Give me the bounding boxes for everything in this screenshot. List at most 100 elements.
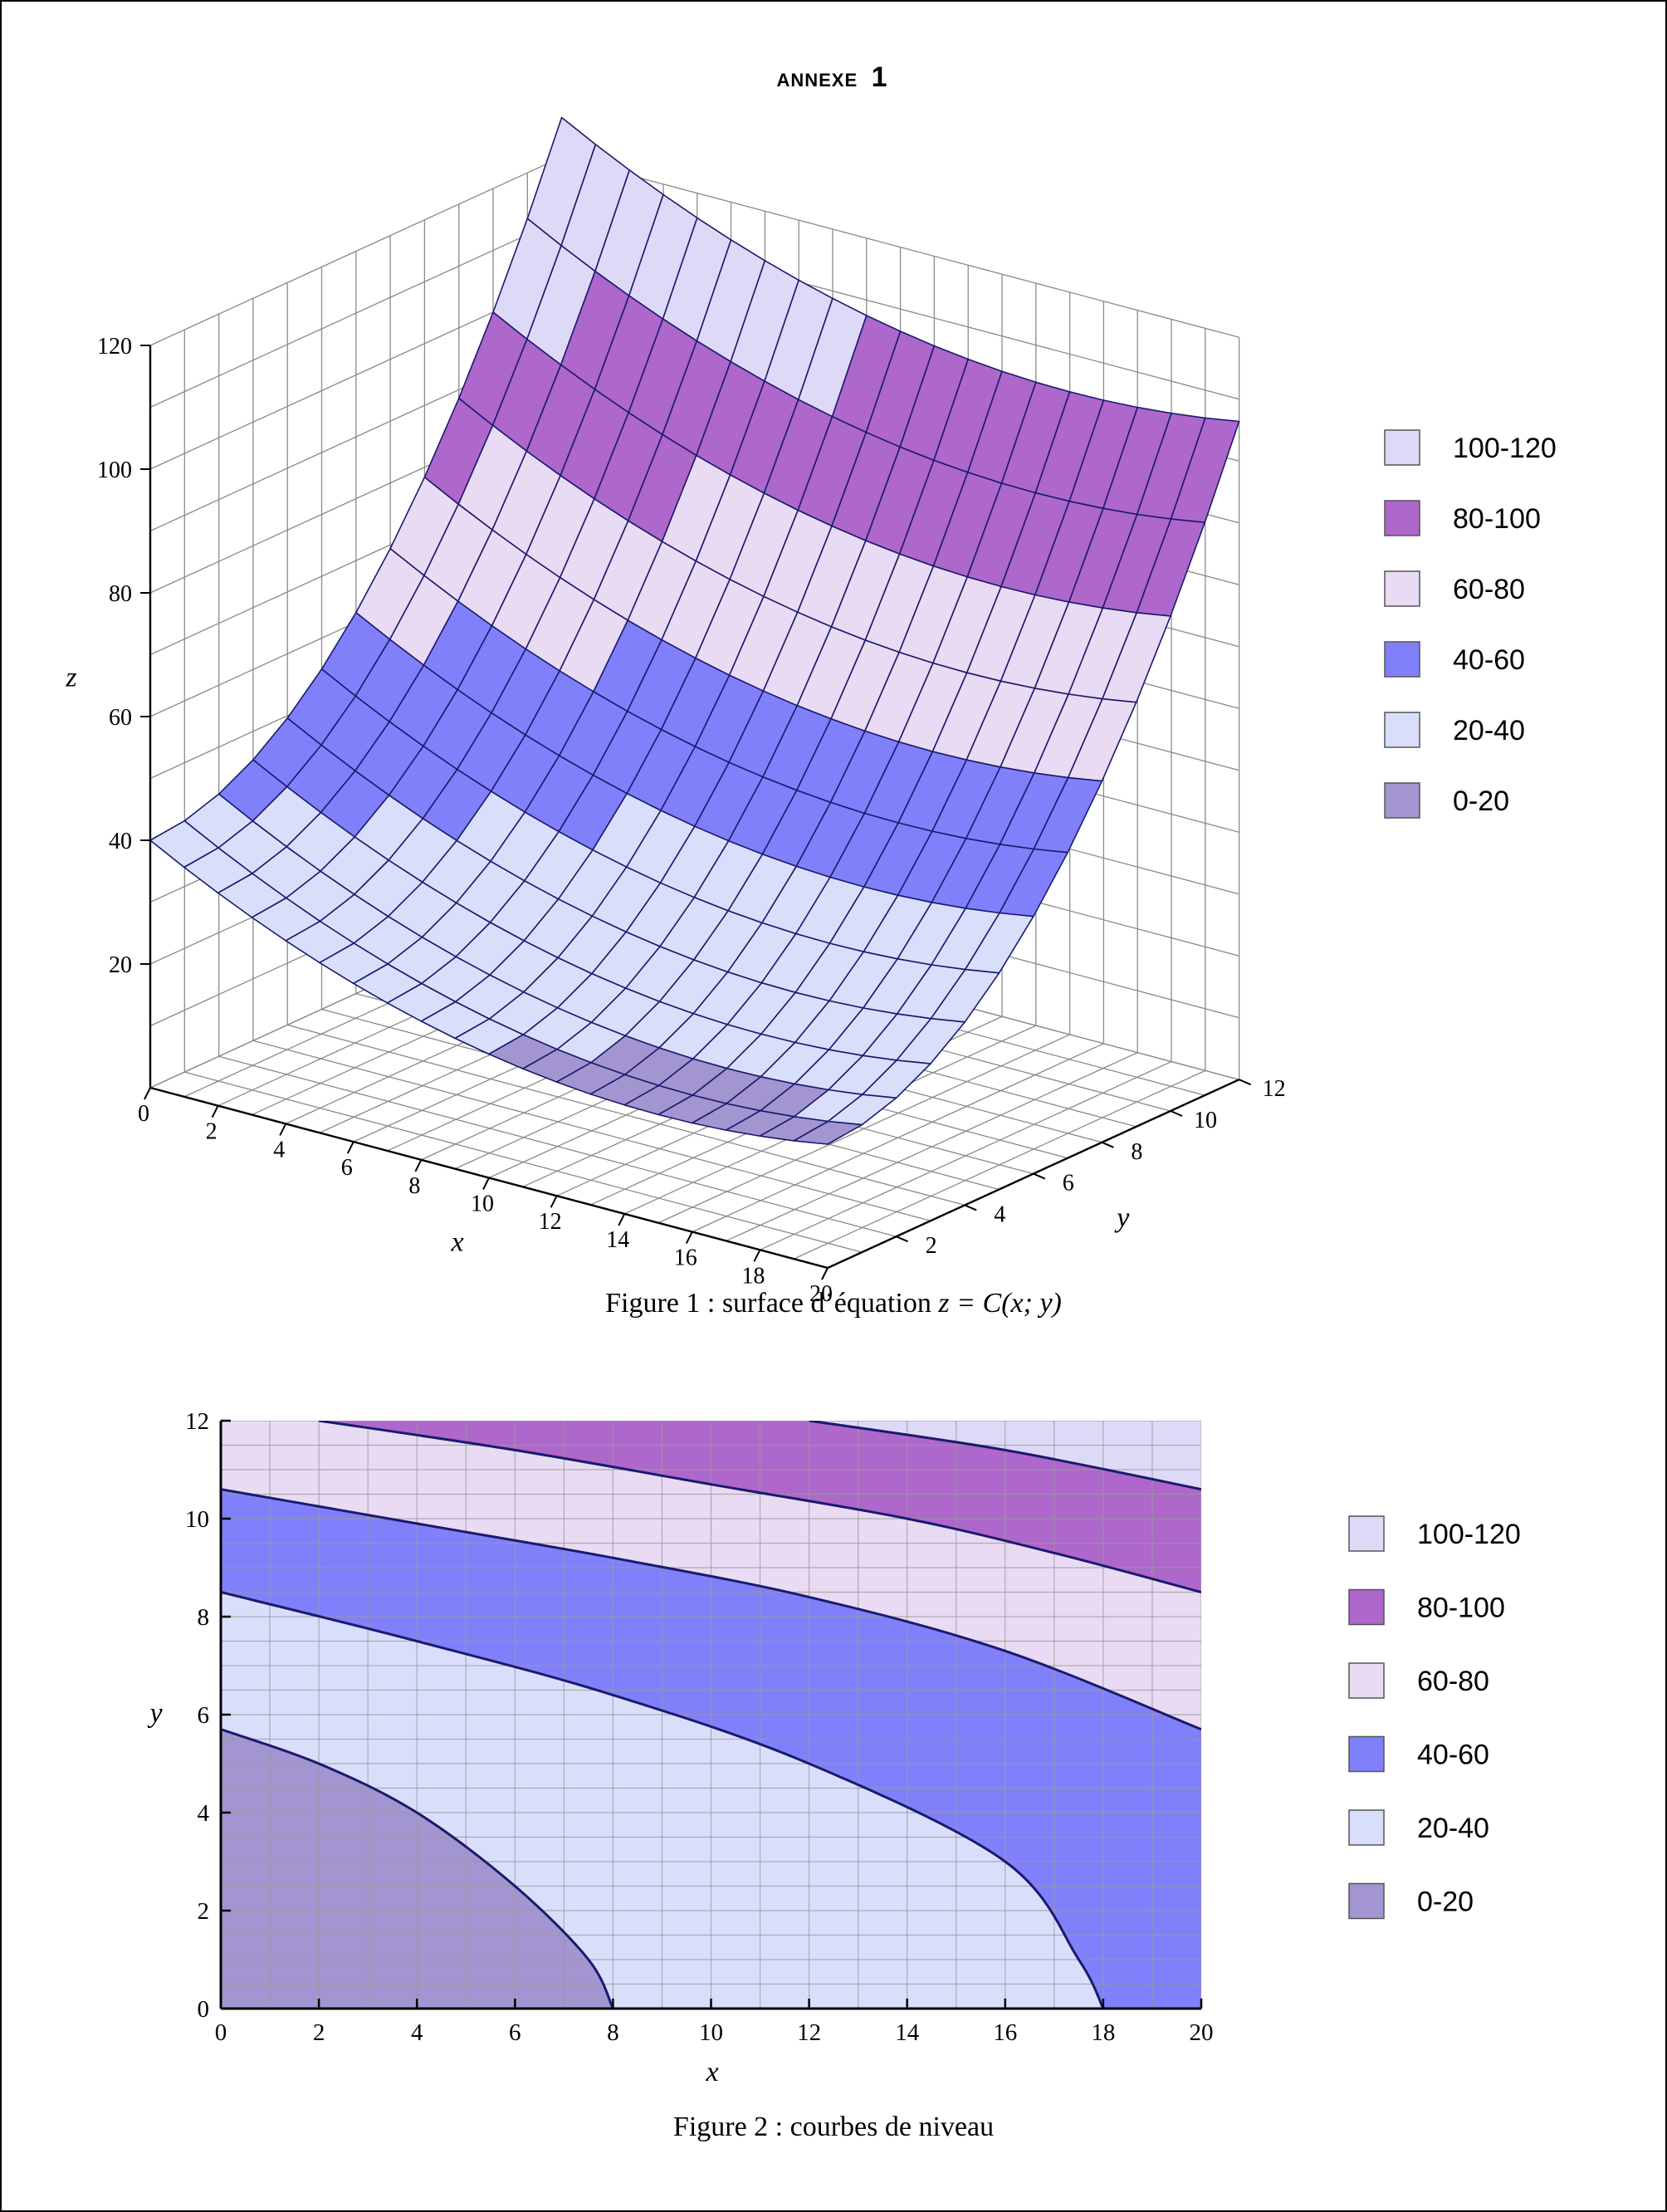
surface-mesh — [149, 116, 1240, 1145]
x-tick-label: 0 — [215, 2019, 227, 2046]
annex-title-number: 1 — [872, 61, 887, 93]
x-tick-label: 2 — [206, 1119, 218, 1145]
z-tick-label: 120 — [97, 334, 132, 360]
legend-label: 0-20 — [1417, 1887, 1474, 1918]
x-tick-label: 14 — [606, 1227, 629, 1253]
y-tick — [1170, 1110, 1183, 1117]
surface-legend: 100-120 80-100 60-80 40-60 20-40 0-20 — [1384, 429, 1557, 819]
legend-swatch — [1384, 500, 1420, 536]
legend-swatch — [1348, 1662, 1385, 1699]
figure-1-caption-math: z = C(x; y) — [937, 1288, 1062, 1319]
figure-2-caption: Figure 2 : courbes de niveau — [673, 2112, 994, 2142]
x-tick — [482, 1177, 490, 1190]
legend-label: 100-120 — [1453, 433, 1557, 464]
surface-cell — [793, 1120, 863, 1145]
floor-grid-line — [252, 1040, 931, 1221]
y-axis-label: y — [147, 1698, 163, 1729]
level-curve — [221, 1488, 1201, 1731]
y-tick — [896, 1236, 908, 1243]
legend-swatch — [1384, 782, 1420, 819]
legend-label: 80-100 — [1453, 503, 1541, 535]
x-tick — [618, 1213, 626, 1226]
contour-grid — [221, 1421, 1201, 2009]
y-tick-label: 12 — [1263, 1076, 1286, 1102]
y-tick — [964, 1204, 977, 1211]
y-tick — [1239, 1079, 1251, 1086]
contour-legend: 100-120 80-100 60-80 40-60 20-40 0-20 — [1348, 1515, 1521, 1920]
y-tick-label: 0 — [198, 1996, 210, 2023]
legend-swatch — [1348, 1809, 1385, 1846]
y-tick-label: 10 — [1194, 1108, 1217, 1133]
y-tick-label: 12 — [185, 1408, 209, 1435]
region-band — [319, 1421, 1201, 1593]
z-axis-label: z — [65, 662, 76, 692]
legend-swatch — [1348, 1735, 1385, 1773]
legend-label: 40-60 — [1417, 1740, 1489, 1771]
x-tick-label: 2 — [313, 2019, 325, 2046]
z-tick-label: 80 — [109, 581, 132, 607]
x-tick-label: 14 — [895, 2019, 920, 2046]
legend-label: 60-80 — [1453, 574, 1525, 605]
legend-swatch — [1384, 641, 1420, 678]
x-tick-label: 4 — [411, 2019, 423, 2046]
z-tick-label: 20 — [109, 952, 132, 978]
x-tick-label: 16 — [993, 2019, 1017, 2046]
x-tick — [279, 1123, 287, 1136]
y-tick-label: 8 — [1131, 1139, 1142, 1165]
y-tick-label: 8 — [198, 1604, 210, 1631]
x-tick-label: 8 — [607, 2019, 619, 2046]
legend-label: 20-40 — [1453, 715, 1525, 746]
contour-regions — [221, 1421, 1201, 2009]
z-tick-label: 100 — [97, 458, 132, 483]
x-tick-label: 4 — [273, 1137, 285, 1162]
x-tick-label: 18 — [1091, 2019, 1115, 2046]
x-tick-label: 8 — [408, 1173, 420, 1199]
x-tick-label: 12 — [539, 1209, 562, 1235]
x-tick — [414, 1159, 423, 1172]
x-tick-label: 10 — [699, 2019, 723, 2046]
x-tick-label: 6 — [509, 2019, 521, 2046]
annex-title: ANNEXE 1 — [776, 61, 887, 93]
legend-swatch — [1348, 1588, 1385, 1626]
legend-swatch — [1348, 1515, 1385, 1552]
x-axis-label: x — [705, 2057, 718, 2087]
surface-plot-axes — [140, 345, 1251, 1280]
annex-title-prefix: ANNEXE — [776, 70, 858, 91]
x-tick — [144, 1087, 151, 1100]
y-tick — [1102, 1141, 1114, 1148]
y-axis-label: y — [1114, 1203, 1130, 1234]
x-tick-label: 20 — [1190, 2019, 1214, 2046]
figure-1-caption: Figure 1 : surface d’équation z = C(x; y… — [605, 1288, 1062, 1319]
level-curve — [809, 1421, 1201, 1491]
floor-grid-line — [184, 1071, 863, 1253]
legend-label: 20-40 — [1417, 1813, 1489, 1844]
x-tick-label: 0 — [138, 1101, 149, 1127]
wall-grid-line — [149, 156, 562, 346]
legend-label: 60-80 — [1417, 1666, 1489, 1697]
level-curve — [221, 1591, 1105, 2009]
y-tick-label: 2 — [198, 1898, 210, 1925]
x-tick-label: 12 — [797, 2019, 821, 2046]
figure-1-caption-text: Figure 1 : surface d’équation — [605, 1288, 938, 1319]
x-axis-label: x — [450, 1227, 463, 1258]
x-tick — [346, 1141, 354, 1154]
y-tick-label: 6 — [1063, 1171, 1074, 1197]
y-tick-label: 10 — [185, 1506, 209, 1533]
floor-grid-line — [218, 1055, 897, 1237]
x-tick — [685, 1231, 693, 1245]
z-tick-label: 60 — [109, 705, 132, 731]
y-tick — [1033, 1172, 1046, 1180]
z-tick-label: 40 — [109, 829, 132, 854]
contour-plot: 0 2 4 6 8 10 12 14 16 18 20 0 2 4 6 8 10 12 x y — [147, 1408, 1213, 2087]
legend-swatch — [1348, 1882, 1385, 1920]
surface-plot: 20 40 60 80 100 120 0 2 4 6 8 10 12 14 16 18 20 2 4 6 8 10 12 z… — [65, 116, 1286, 1307]
floor-grid-line — [287, 1024, 965, 1206]
legend-label: 0-20 — [1453, 785, 1509, 817]
x-tick-label: 18 — [741, 1263, 765, 1289]
x-tick — [550, 1195, 558, 1208]
legend-swatch — [1384, 712, 1420, 748]
x-tick-label: 10 — [471, 1192, 494, 1217]
wall-grid-line — [561, 156, 1239, 338]
